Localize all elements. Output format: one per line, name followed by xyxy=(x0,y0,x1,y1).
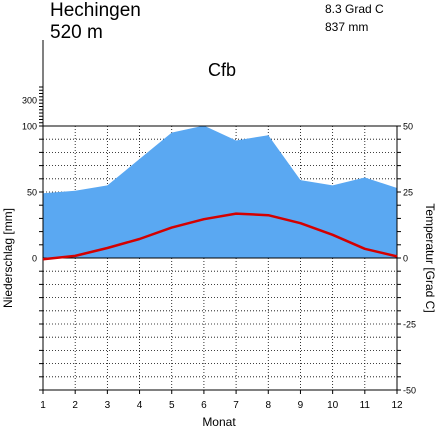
temperature-series xyxy=(42,212,398,261)
x-tick-label: 1 xyxy=(40,400,46,411)
y-tick-label: 100 xyxy=(22,122,37,132)
x-tick-label: 8 xyxy=(265,400,271,411)
x-tick-label: 9 xyxy=(298,400,304,411)
x-tick-label: 6 xyxy=(201,400,207,411)
station-name: Hechingen xyxy=(50,0,141,21)
y2-tick-label: 0 xyxy=(403,254,408,264)
mean-temperature: 8.3 Grad C xyxy=(325,2,384,16)
y2-tick-label: 50 xyxy=(403,122,413,132)
x-tick-label: 4 xyxy=(137,400,143,411)
x-tick-label: 11 xyxy=(360,400,371,411)
axes xyxy=(39,40,401,394)
y-tick-label: 0 xyxy=(32,254,37,264)
y-axis-label: Niederschlag [mm] xyxy=(1,208,15,308)
annual-precipitation: 837 mm xyxy=(325,20,368,34)
x-tick-label: 2 xyxy=(72,400,78,411)
y2-tick-label: -50 xyxy=(403,386,416,396)
y2-tick-label: -25 xyxy=(403,320,416,330)
precipitation-fill xyxy=(43,125,397,258)
climate-class: Cfb xyxy=(208,60,236,80)
x-tick-label: 10 xyxy=(327,400,339,411)
y-tick-label: 300 xyxy=(22,96,37,106)
y-tick-label: 50 xyxy=(27,188,37,198)
x-tick-label: 12 xyxy=(391,400,403,411)
precipitation-area xyxy=(42,125,398,258)
temperature-line xyxy=(42,212,398,261)
x-axis-label: Monat xyxy=(202,415,236,429)
station-elevation: 520 m xyxy=(50,22,103,43)
y2-axis-label: Temperatur [Grad C] xyxy=(423,203,437,312)
y2-tick-label: 25 xyxy=(403,188,413,198)
x-tick-label: 5 xyxy=(169,400,175,411)
x-tick-label: 7 xyxy=(233,400,239,411)
x-tick-label: 3 xyxy=(105,400,111,411)
